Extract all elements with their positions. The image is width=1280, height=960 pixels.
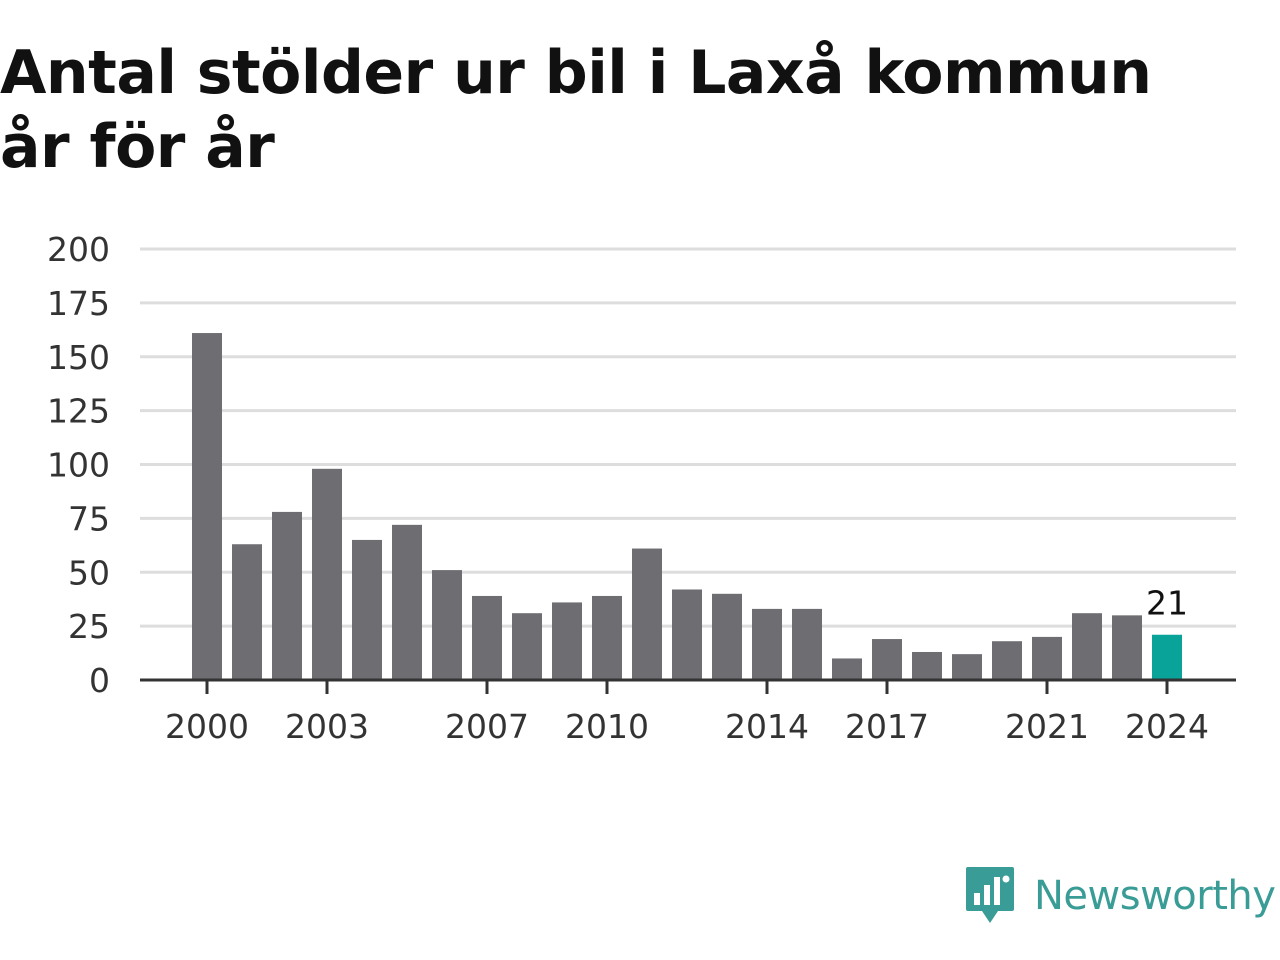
bar-2016 — [832, 658, 862, 680]
y-tick-label: 100 — [47, 446, 110, 485]
bar-2024 — [1152, 634, 1182, 680]
bar-2015 — [792, 608, 822, 680]
chart-title: Antal stölder ur bil i Laxå kommun år fö… — [0, 38, 1152, 182]
x-tick-label: 2007 — [445, 707, 529, 746]
x-tick-label: 2021 — [1005, 707, 1089, 746]
bar-2005 — [392, 524, 422, 680]
y-tick-label: 125 — [47, 392, 110, 431]
value-labels: 21 — [1146, 584, 1188, 623]
bar-2003 — [312, 468, 342, 680]
x-tick-label: 2003 — [285, 707, 369, 746]
bar-2017 — [872, 639, 902, 680]
x-tick-label: 2000 — [165, 707, 249, 746]
bar-2022 — [1072, 613, 1102, 680]
y-tick-label: 0 — [89, 661, 110, 700]
bars — [192, 333, 1182, 680]
x-tick-label: 2024 — [1125, 707, 1209, 746]
bar-2011 — [632, 548, 662, 680]
bar-2007 — [472, 595, 502, 680]
x-tick-label: 2010 — [565, 707, 649, 746]
y-tick-label: 50 — [68, 553, 110, 592]
highlight-value-label: 21 — [1146, 584, 1188, 623]
y-tick-label: 175 — [47, 284, 110, 323]
bar-2000 — [192, 333, 222, 680]
bar-2010 — [592, 595, 622, 680]
x-axis: 2000 2003 2007 2010 2014 2017 2021 2024 — [140, 678, 1236, 746]
y-tick-label: 75 — [68, 499, 110, 538]
bar-2009 — [552, 602, 582, 680]
bar-2018 — [912, 651, 942, 680]
bar-2013 — [712, 593, 742, 680]
brand-logo: Newsworthy — [964, 864, 1276, 928]
bar-2006 — [432, 570, 462, 680]
bar-2012 — [672, 589, 702, 680]
bar-2001 — [232, 544, 262, 680]
bar-2008 — [512, 613, 542, 680]
y-axis-ticks: 0 25 50 75 100 125 150 175 200 — [47, 230, 110, 700]
bar-2020 — [992, 641, 1022, 680]
x-tick-label: 2017 — [845, 707, 929, 746]
y-tick-label: 150 — [47, 338, 110, 377]
bar-2004 — [352, 539, 382, 680]
bar-2002 — [272, 511, 302, 680]
y-tick-label: 200 — [47, 230, 110, 269]
bar-2014 — [752, 608, 782, 680]
bar-2023 — [1112, 615, 1142, 680]
gridlines — [140, 247, 1236, 628]
bar-2019 — [952, 654, 982, 680]
y-tick-label: 25 — [68, 607, 110, 646]
brand-name: Newsworthy — [1034, 873, 1276, 919]
bar-2021 — [1032, 636, 1062, 680]
chart-bubble-icon — [966, 867, 1014, 923]
x-tick-label: 2014 — [725, 707, 809, 746]
